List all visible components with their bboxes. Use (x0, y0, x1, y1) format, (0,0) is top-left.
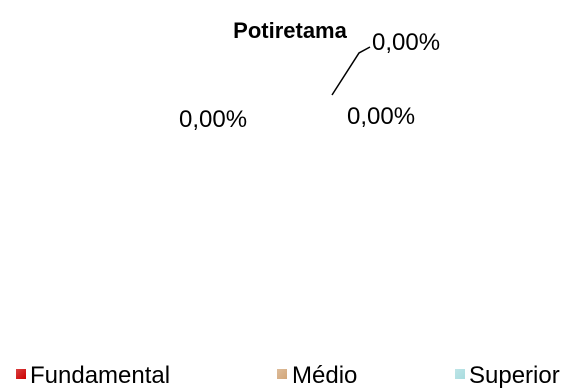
legend: Fundamental Médio Superior (16, 362, 560, 388)
data-label-superior: 0,00% (372, 29, 440, 56)
chart-title: Potiretama (233, 18, 347, 43)
data-label-fundamental: 0,00% (179, 106, 247, 133)
legend-label-medio: Médio (292, 362, 357, 388)
legend-swatch-fundamental (16, 369, 26, 379)
legend-label-superior: Superior (469, 362, 560, 388)
legend-swatch-medio (277, 369, 287, 379)
data-label-medio: 0,00% (347, 103, 415, 130)
legend-swatch-superior (455, 369, 465, 379)
leader-line (331, 46, 371, 96)
legend-label-fundamental: Fundamental (30, 362, 170, 388)
